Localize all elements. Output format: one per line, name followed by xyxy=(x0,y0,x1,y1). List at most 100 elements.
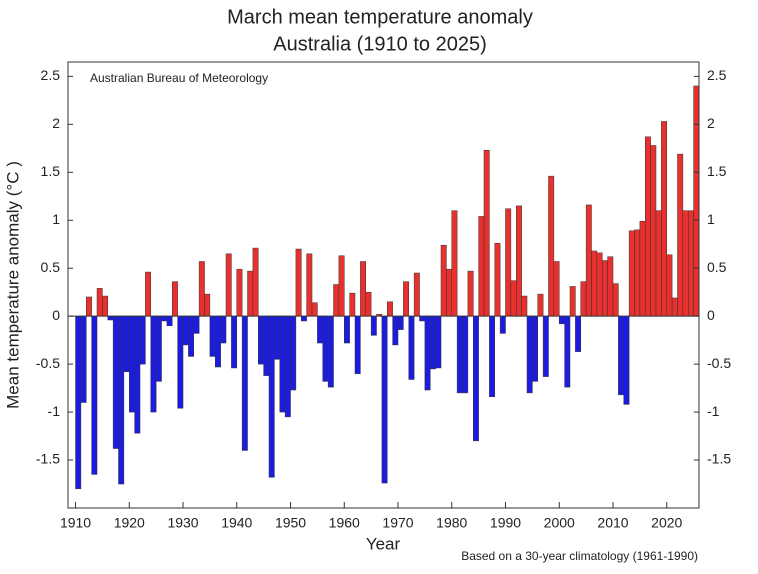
x-tick-label: 2000 xyxy=(544,515,575,531)
bar xyxy=(161,315,168,322)
bar xyxy=(129,315,135,413)
bar xyxy=(397,315,404,330)
bar xyxy=(322,315,329,382)
x-tick-label: 1940 xyxy=(221,515,252,531)
bar xyxy=(123,315,130,373)
bar xyxy=(182,315,189,346)
plot-frame xyxy=(67,61,700,509)
y-tick-label: 0 xyxy=(52,307,60,323)
bar xyxy=(419,315,426,322)
bar xyxy=(279,315,286,413)
bar xyxy=(413,272,420,317)
bar xyxy=(107,315,114,321)
x-tick-label: 1930 xyxy=(167,515,198,531)
y2-tick-label: -1 xyxy=(707,403,720,419)
bar xyxy=(387,301,393,317)
bar xyxy=(193,315,200,334)
y-tick-label: -1 xyxy=(48,403,61,419)
bar xyxy=(204,293,211,317)
bar xyxy=(252,247,259,317)
bar xyxy=(198,261,205,317)
x-tick-label: 1950 xyxy=(275,515,306,531)
bar xyxy=(360,261,367,317)
y2-tick-label: 1.5 xyxy=(707,163,727,179)
bar xyxy=(75,315,82,490)
bar xyxy=(645,136,651,317)
y-tick-label: 0.5 xyxy=(41,259,61,275)
x-tick-label: 1920 xyxy=(114,515,145,531)
chart-title: March mean temperature anomaly xyxy=(227,6,533,28)
bar xyxy=(634,229,641,317)
bar xyxy=(424,315,431,391)
x-tick-label: 1970 xyxy=(382,515,413,531)
bar xyxy=(150,315,157,413)
bar xyxy=(188,315,195,357)
bar xyxy=(268,315,275,478)
annotation: Australian Bureau of Meteorology xyxy=(90,71,268,85)
bar xyxy=(225,253,232,317)
bar xyxy=(628,230,635,317)
bar xyxy=(542,315,549,377)
footnote: Based on a 30-year climatology (1961-199… xyxy=(461,549,698,563)
bar xyxy=(505,208,512,317)
bar xyxy=(166,315,173,327)
bar xyxy=(655,210,662,317)
bar xyxy=(177,315,184,409)
x-tick-label: 1980 xyxy=(436,515,467,531)
bar xyxy=(521,295,528,317)
bar xyxy=(338,255,345,317)
bar xyxy=(688,210,694,317)
bar xyxy=(623,315,630,405)
bar xyxy=(295,248,302,317)
bar xyxy=(134,315,141,434)
bar xyxy=(671,297,678,317)
bar xyxy=(483,149,490,317)
bar xyxy=(467,270,474,317)
x-tick-label: 2010 xyxy=(597,515,628,531)
bar xyxy=(575,315,582,352)
bar xyxy=(172,281,178,317)
bar xyxy=(284,315,291,418)
bar xyxy=(661,121,668,317)
bar xyxy=(618,315,625,396)
bar xyxy=(263,315,270,376)
bar xyxy=(650,145,657,317)
x-axis-label: Year xyxy=(366,534,401,553)
bar xyxy=(86,296,92,317)
y-tick-label: 2.5 xyxy=(41,67,61,83)
y-tick-label: 2 xyxy=(52,115,60,131)
bar xyxy=(354,315,361,374)
bar xyxy=(112,315,119,449)
bar xyxy=(585,204,592,317)
bar xyxy=(333,284,340,317)
y-tick-label: -0.5 xyxy=(36,355,60,371)
bar xyxy=(456,315,463,394)
bar xyxy=(403,281,410,317)
bar xyxy=(311,302,318,317)
bar xyxy=(241,315,248,451)
bar xyxy=(274,315,281,360)
bar xyxy=(494,243,501,317)
y-tick-label: 1 xyxy=(52,211,60,227)
bar xyxy=(80,315,87,403)
bar xyxy=(591,250,598,317)
x-tick-label: 1990 xyxy=(490,515,521,531)
bar xyxy=(301,315,307,322)
bar xyxy=(435,315,442,369)
bar xyxy=(639,220,646,317)
bar xyxy=(209,315,216,357)
bar xyxy=(91,315,98,475)
bar xyxy=(559,315,565,325)
bar xyxy=(231,315,238,369)
bar xyxy=(236,268,243,317)
y-tick-label: -1.5 xyxy=(36,451,60,467)
bar xyxy=(381,315,388,484)
bar xyxy=(489,315,496,397)
bar xyxy=(516,205,522,317)
bar xyxy=(96,288,103,317)
bar xyxy=(430,315,436,370)
bar xyxy=(569,286,576,317)
bar xyxy=(370,315,377,336)
